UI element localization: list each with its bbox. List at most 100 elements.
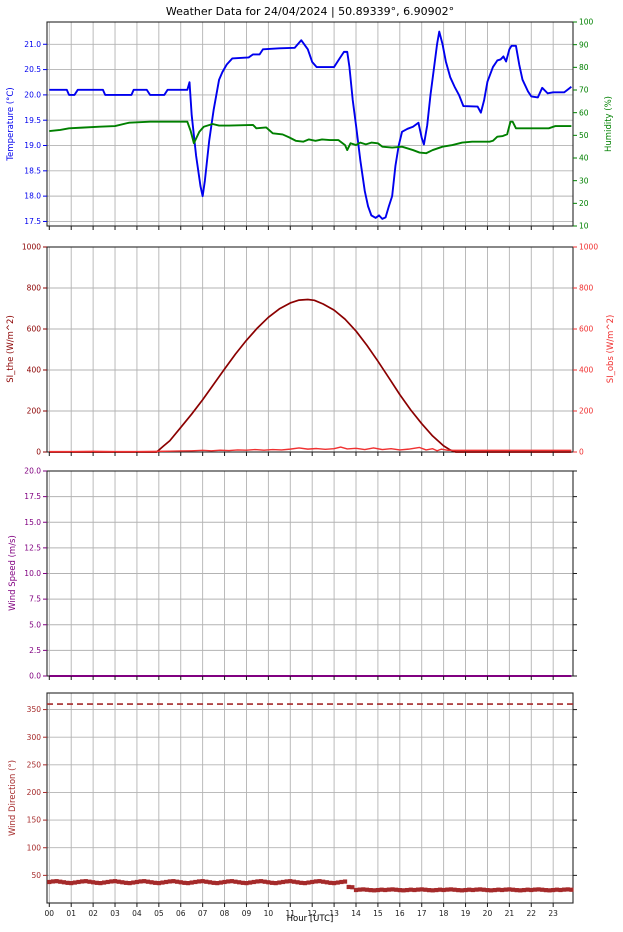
wind_direction_deg-marker xyxy=(116,879,121,884)
humidity_pct-line xyxy=(49,120,572,155)
x-tick-label: 13 xyxy=(329,909,339,918)
wind_direction_deg-marker xyxy=(379,887,384,892)
wind_direction_deg-marker xyxy=(266,880,271,885)
x-tick-label: 21 xyxy=(505,909,515,918)
y-tick-label-left: 0 xyxy=(36,448,41,457)
wind_direction_deg-marker xyxy=(332,881,337,886)
wind_direction_deg-marker xyxy=(171,879,176,884)
x-tick-label: 06 xyxy=(176,909,186,918)
wind_direction_deg-marker xyxy=(481,887,486,892)
wind_direction_deg-marker xyxy=(328,880,333,885)
wind_direction_deg-marker xyxy=(503,887,508,892)
wind_direction_deg-marker xyxy=(346,884,351,890)
wind_direction_deg-marker xyxy=(193,879,198,885)
wind_direction_deg-marker xyxy=(386,887,391,892)
wind_direction_deg-marker xyxy=(47,879,52,885)
x-tick-label: 17 xyxy=(417,909,427,918)
y-tick-label-right: 0 xyxy=(579,448,584,457)
wind_direction_deg-marker xyxy=(317,879,322,884)
wind_direction_deg-marker xyxy=(262,879,267,884)
wind_direction_deg-marker xyxy=(551,887,556,893)
wind_direction_deg-marker xyxy=(167,879,172,884)
y-tick-label-left: 1000 xyxy=(22,243,41,252)
wind_direction_deg-marker xyxy=(218,880,224,885)
wind_direction_deg-marker xyxy=(368,888,373,893)
wind_direction_deg-marker xyxy=(273,881,278,886)
wind_direction_deg-marker xyxy=(405,887,410,893)
y-tick-label-right: 40 xyxy=(579,154,589,163)
x-tick-label: 03 xyxy=(110,909,120,918)
wind_direction_deg-marker xyxy=(229,879,234,884)
wind_direction_deg-marker xyxy=(423,887,428,892)
wind_direction_deg-marker xyxy=(514,888,519,893)
wind_direction_deg-marker xyxy=(390,887,395,892)
wind_direction_deg-marker xyxy=(237,880,242,885)
x-tick-label: 16 xyxy=(395,909,405,918)
wind_direction_deg-marker xyxy=(397,888,402,893)
wind_direction_deg-marker xyxy=(284,879,289,884)
wind_direction_deg-marker xyxy=(174,879,180,884)
wind_direction_deg-marker xyxy=(467,887,472,892)
wind_direction_deg-marker xyxy=(178,880,183,885)
y-tick-label-right: 90 xyxy=(579,40,589,49)
wind_direction_deg-marker xyxy=(91,880,96,885)
panel-border xyxy=(46,692,574,904)
y-tick-label-right: 800 xyxy=(579,284,594,293)
y-tick-label-left: 200 xyxy=(27,788,42,797)
x-tick-label: 15 xyxy=(373,909,383,918)
wind_direction_deg-marker xyxy=(437,887,443,892)
wind_direction_deg-marker xyxy=(215,881,220,886)
wind_direction_deg-marker xyxy=(156,881,161,886)
x-tick-label: 11 xyxy=(286,909,296,918)
wind_direction_deg-marker xyxy=(525,887,530,892)
wind_direction_deg-marker xyxy=(313,879,318,884)
wind_direction_deg-marker xyxy=(240,880,245,885)
x-tick-label: 07 xyxy=(198,909,208,918)
y-tick-label-left: 20.0 xyxy=(24,90,41,99)
x-tick-label: 01 xyxy=(66,909,76,918)
y-tick-label-left: 150 xyxy=(27,816,42,825)
wind_direction_deg-marker xyxy=(123,880,129,885)
wind_direction_deg-marker xyxy=(200,879,205,884)
wind_direction_deg-marker xyxy=(160,880,165,885)
wind_direction_deg-marker xyxy=(543,888,548,893)
temperature_c-line xyxy=(49,30,572,220)
wind_direction_deg-marker xyxy=(339,879,344,885)
y-tick-label-right: 20 xyxy=(579,199,589,208)
si_observed_wm2-line xyxy=(49,446,572,453)
wind_direction_deg-marker xyxy=(76,879,81,885)
wind_direction_deg-marker xyxy=(204,879,209,884)
wind_direction_deg-marker xyxy=(507,887,512,892)
y-tick-label-left: 200 xyxy=(27,407,42,416)
wind_direction_deg-marker xyxy=(153,880,158,885)
wind_direction_deg-marker xyxy=(489,888,494,893)
wind_direction_deg-marker xyxy=(50,879,56,884)
wind_direction_deg-marker xyxy=(101,880,107,885)
y-tick-label-right: 80 xyxy=(579,63,589,72)
y-tick-label-left: 17.5 xyxy=(24,492,41,501)
y-tick-label-right: 100 xyxy=(579,18,594,27)
wind_direction_deg-marker xyxy=(474,887,479,892)
wind_direction_deg-marker xyxy=(540,887,545,892)
y-tick-label-left: 250 xyxy=(27,760,42,769)
x-tick-label: 08 xyxy=(220,909,230,918)
wind_direction_deg-marker xyxy=(233,879,238,884)
wind_direction_deg-marker xyxy=(536,887,541,892)
wind_direction_deg-marker xyxy=(65,880,70,885)
x-tick-label: 22 xyxy=(526,909,536,918)
wind_direction_deg-marker xyxy=(485,888,490,893)
x-tick-label: 12 xyxy=(307,909,317,918)
wind_direction_deg-marker xyxy=(185,881,191,886)
wind_direction_deg-marker xyxy=(408,887,413,892)
wind_direction_deg-marker xyxy=(496,887,501,892)
wind_direction_deg-marker xyxy=(547,888,552,893)
wind_direction_deg-marker xyxy=(258,879,264,884)
wind_direction_deg-marker xyxy=(456,888,461,893)
wind_direction_deg-marker xyxy=(244,881,249,886)
y-tick-label-right: 50 xyxy=(579,131,589,140)
x-tick-label: 02 xyxy=(88,909,98,918)
wind_direction_deg-marker xyxy=(353,887,359,893)
wind_direction_deg-marker xyxy=(142,879,147,884)
wind_direction_deg-marker xyxy=(61,880,67,885)
